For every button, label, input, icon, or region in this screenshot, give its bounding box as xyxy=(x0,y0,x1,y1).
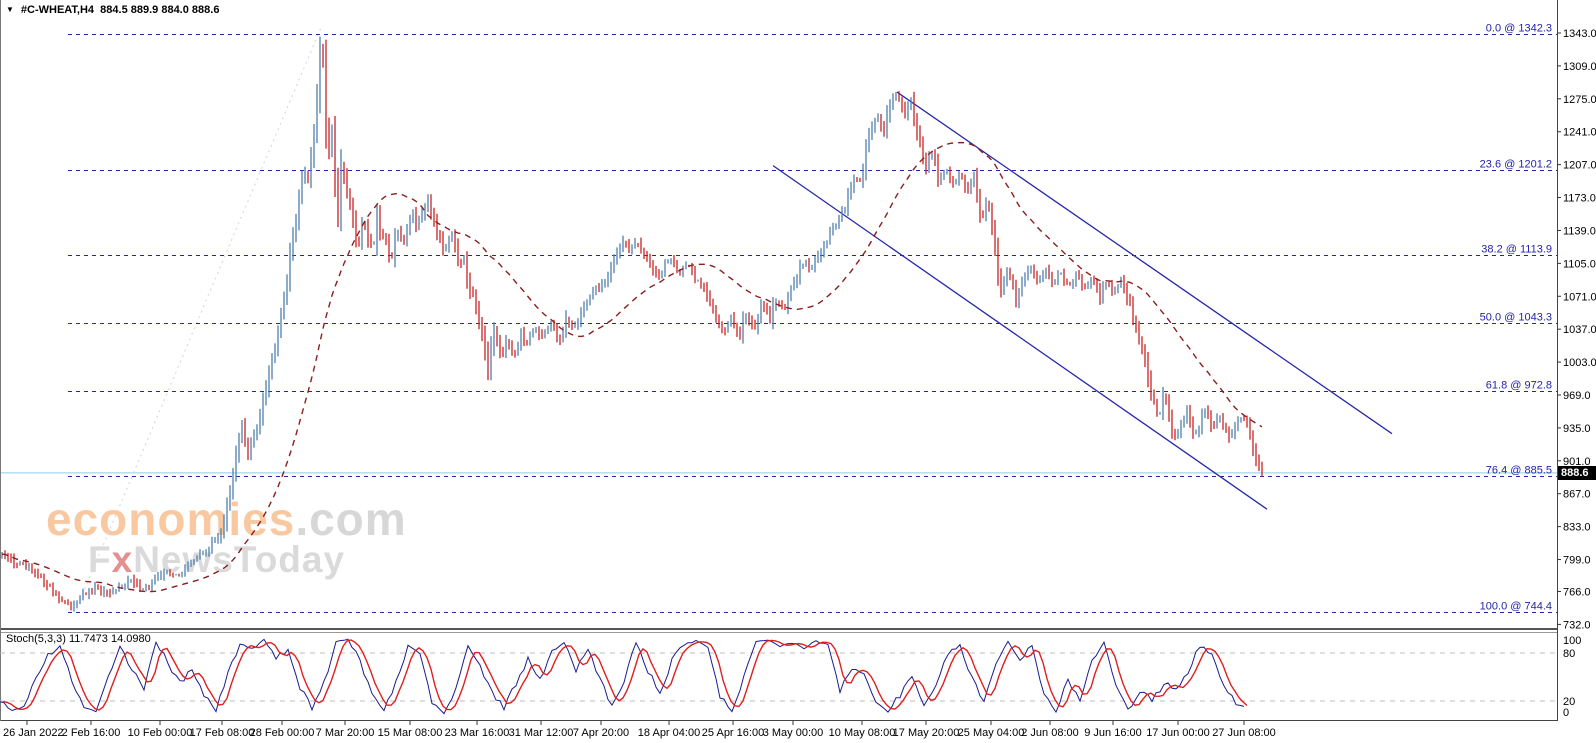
fib-levels: 0.0 @ 1342.3 23.6 @ 1201.2 38.2 @ 1113.9 50… xyxy=(68,23,1557,613)
watermark-fx-f: F xyxy=(88,539,112,580)
price-tick-label: 969.0 xyxy=(1563,390,1591,402)
fib-label: 100.0 @ 744.4 xyxy=(1480,601,1552,613)
price-tick-label: 1309.0 xyxy=(1563,61,1596,73)
time-tick-label: 25 Apr 16:00 xyxy=(702,727,764,739)
stoch-tick-label: 20 xyxy=(1563,696,1575,708)
price-tick-label: 1139.0 xyxy=(1563,225,1596,237)
time-tick-label: 17 May 20:00 xyxy=(893,727,960,739)
price-tick-label: 1003.0 xyxy=(1563,357,1596,369)
stoch-tick-label: 0 xyxy=(1563,707,1569,719)
watermark-domain-text: .com xyxy=(295,493,407,545)
time-tick-label: 17 Feb 08:00 xyxy=(190,727,255,739)
watermark-fx-rest: NewsToday xyxy=(133,539,346,580)
price-tick-label: 1207.0 xyxy=(1563,160,1596,172)
symbol-ohlc-quote: #C-WHEAT,H4 884.5 889.9 884.0 888.6 xyxy=(20,4,220,16)
fib-label: 61.8 @ 972.8 xyxy=(1486,380,1552,392)
time-tick-label: 10 May 08:00 xyxy=(829,727,896,739)
current-price-badge: 888.6 xyxy=(1558,466,1596,480)
symbol-dropdown-icon[interactable]: ▼ xyxy=(6,5,14,14)
ma-line xyxy=(1,141,1263,593)
time-tick-label: 7 Mar 20:00 xyxy=(316,727,375,739)
price-tick-label: 1105.0 xyxy=(1563,258,1596,270)
price-tick-label: 935.0 xyxy=(1563,423,1591,435)
stoch-main-line xyxy=(0,638,1245,715)
time-tick-label: 27 Jun 08:00 xyxy=(1212,727,1276,739)
price-bars xyxy=(1,36,1263,612)
price-tick-label: 1071.0 xyxy=(1563,291,1596,303)
price-tick-label: 833.0 xyxy=(1563,522,1591,534)
time-tick-label: 7 Apr 20:00 xyxy=(573,727,629,739)
fib-label: 0.0 @ 1342.3 xyxy=(1486,23,1552,35)
time-tick-label: 15 Mar 08:00 xyxy=(378,727,443,739)
price-tick-label: 732.0 xyxy=(1563,619,1591,631)
time-tick-label: 10 Feb 00:00 xyxy=(128,727,193,739)
dotted-trendline xyxy=(79,25,323,601)
stoch-signal-line xyxy=(2,639,1248,711)
fib-label: 38.2 @ 1113.9 xyxy=(1481,244,1552,256)
price-tick-label: 766.0 xyxy=(1563,586,1591,598)
price-tick-label: 867.0 xyxy=(1563,489,1591,501)
price-tick-label: 1275.0 xyxy=(1563,94,1596,106)
price-axis: 1343.0 1309.0 1275.0 1241.0 1207.0 1173.0 1139… xyxy=(1557,28,1596,631)
watermark-fx-x-icon: x xyxy=(111,539,134,580)
fib-label: 23.6 @ 1201.2 xyxy=(1480,159,1552,171)
watermark-brand-text: economies xyxy=(46,493,296,545)
time-tick-label: 3 May 00:00 xyxy=(763,727,824,739)
chart-title-bar: ▼ #C-WHEAT,H4 884.5 889.9 884.0 888.6 xyxy=(6,4,219,16)
time-tick-label: 9 Jun 16:00 xyxy=(1084,727,1142,739)
watermark-economies: economies.com xyxy=(46,496,407,542)
time-tick-label: 2 Jun 08:00 xyxy=(1021,727,1079,739)
price-tick-label: 1173.0 xyxy=(1563,193,1596,205)
time-tick-label: 23 Mar 16:00 xyxy=(445,727,510,739)
stoch-tick-label: 100 xyxy=(1563,635,1581,647)
price-tick-label: 1037.0 xyxy=(1563,324,1596,336)
watermark-fxnewstoday: FxNewsToday xyxy=(88,541,345,578)
time-tick-label: 26 Jan 2022 xyxy=(3,727,64,739)
time-tick-label: 31 Mar 12:00 xyxy=(509,727,574,739)
time-tick-label: 17 Jun 00:00 xyxy=(1146,727,1210,739)
price-tick-label: 799.0 xyxy=(1563,555,1591,567)
fib-label: 76.4 @ 885.5 xyxy=(1486,465,1552,477)
time-tick-label: 25 May 04:00 xyxy=(958,727,1025,739)
time-tick-label: 2 Feb 16:00 xyxy=(62,727,121,739)
fib-label: 50.0 @ 1043.3 xyxy=(1480,312,1552,324)
axis-frame xyxy=(0,0,1559,722)
price-tick-label: 1343.0 xyxy=(1563,28,1596,40)
stoch-indicator-label: Stoch(5,3,3) 11.7473 14.0980 xyxy=(6,633,151,645)
time-tick-label: 28 Feb 00:00 xyxy=(250,727,315,739)
price-tick-label: 901.0 xyxy=(1563,456,1591,468)
stoch-tick-label: 80 xyxy=(1563,648,1575,660)
time-tick-label: 18 Apr 04:00 xyxy=(638,727,700,739)
price-tick-label: 1241.0 xyxy=(1563,127,1596,139)
